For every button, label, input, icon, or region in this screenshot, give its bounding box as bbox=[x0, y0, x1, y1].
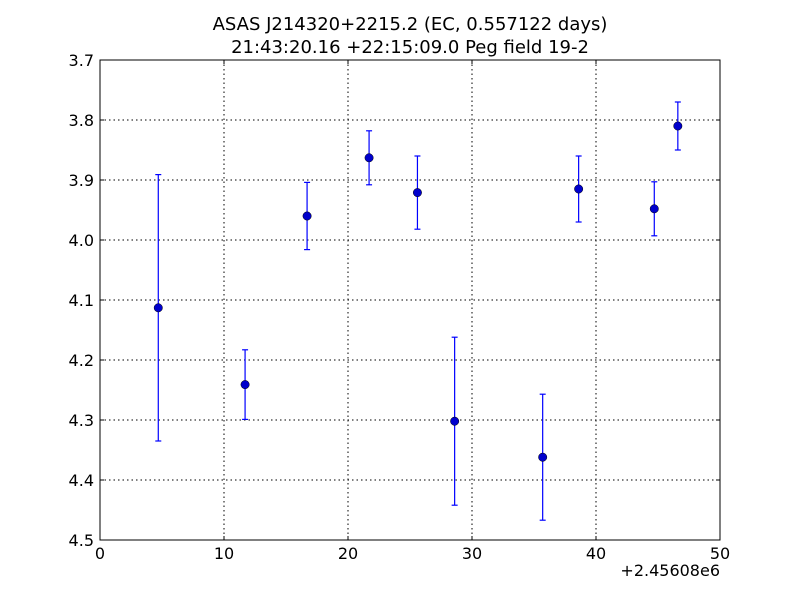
tick-marks bbox=[99, 59, 721, 541]
data-point bbox=[538, 452, 548, 462]
data-point bbox=[574, 184, 584, 194]
y-tick-label: 4.1 bbox=[69, 291, 94, 310]
x-tick-label: 0 bbox=[95, 544, 105, 563]
x-tick-label: 20 bbox=[338, 544, 358, 563]
data-point bbox=[302, 211, 312, 221]
y-tick-label: 4.4 bbox=[69, 471, 94, 490]
x-tick-label: 40 bbox=[586, 544, 606, 563]
y-tick-label: 4.5 bbox=[69, 531, 94, 550]
chart-title: ASAS J214320+2215.2 (EC, 0.557122 days) bbox=[213, 14, 608, 35]
data-point bbox=[412, 188, 422, 198]
x-tick-label: 10 bbox=[214, 544, 234, 563]
y-tick-label: 4.3 bbox=[69, 411, 94, 430]
data-point bbox=[153, 303, 163, 313]
x-offset-label: +2.45608e6 bbox=[620, 561, 720, 580]
data-point bbox=[673, 121, 683, 131]
grid-lines bbox=[100, 60, 720, 540]
tick-labels: 0 10 20 30 40 50 3.7 3.8 3.9 4.0 4.1 4.2 4.3 4.4 4.5 bbox=[69, 51, 731, 563]
data-point bbox=[450, 416, 460, 426]
chart-subtitle: 21:43:20.16 +22:15:09.0 Peg field 19-2 bbox=[231, 37, 589, 58]
data-point bbox=[649, 204, 659, 214]
data-point bbox=[364, 153, 374, 163]
y-tick-label: 4.2 bbox=[69, 351, 94, 370]
y-tick-label: 3.9 bbox=[69, 171, 94, 190]
x-tick-label: 50 bbox=[710, 544, 730, 563]
y-tick-label: 3.8 bbox=[69, 111, 94, 130]
data-layer bbox=[153, 101, 683, 521]
data-point bbox=[240, 380, 250, 390]
y-tick-label: 4.0 bbox=[69, 231, 94, 250]
x-tick-label: 30 bbox=[462, 544, 482, 563]
y-tick-label: 3.7 bbox=[69, 51, 94, 70]
